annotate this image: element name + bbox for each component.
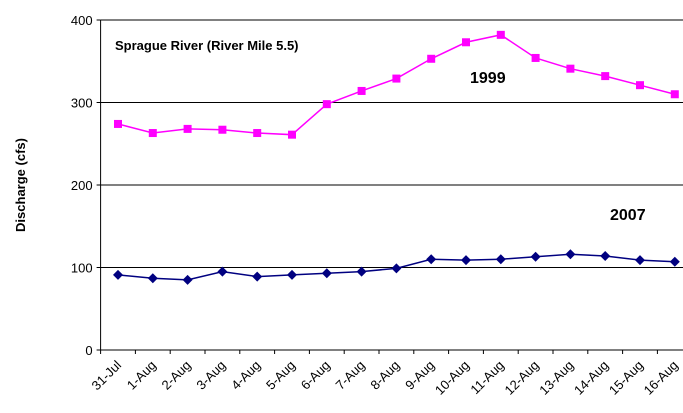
marker (218, 125, 227, 134)
marker (322, 100, 331, 109)
marker (392, 74, 401, 83)
y-tick-label: 300 (71, 96, 93, 111)
x-tick-label: 4-Aug (228, 358, 263, 393)
x-tick-label: 6-Aug (298, 358, 333, 393)
marker (566, 64, 575, 73)
marker (357, 86, 366, 95)
marker (148, 129, 157, 138)
x-tick-label: 16-Aug (641, 358, 681, 398)
series-label: 1999 (470, 70, 506, 87)
marker (495, 254, 506, 265)
marker (461, 255, 471, 266)
marker (636, 81, 644, 90)
x-tick-label: 13-Aug (536, 358, 576, 398)
x-tick-label: 14-Aug (571, 358, 611, 398)
x-tick-label: 15-Aug (606, 358, 646, 398)
marker (252, 271, 263, 282)
x-tick-label: 12-Aug (501, 358, 541, 398)
y-tick-label: 100 (71, 261, 93, 276)
x-tick-label: 11-Aug (467, 358, 507, 398)
x-tick-label: 3-Aug (193, 358, 228, 393)
x-tick-label: 5-Aug (263, 358, 298, 393)
x-tick-label: 10-Aug (432, 358, 472, 398)
marker (391, 263, 402, 274)
chart-title: Sprague River (River Mile 5.5) (115, 38, 299, 53)
marker (601, 72, 610, 81)
marker (530, 251, 541, 262)
marker (321, 268, 332, 279)
marker (427, 54, 436, 63)
y-tick-label: 400 (71, 13, 93, 28)
series-label: 2007 (610, 207, 646, 224)
marker (147, 273, 158, 284)
marker (531, 53, 540, 62)
marker (462, 38, 470, 47)
x-tick-label: 2-Aug (159, 358, 194, 393)
marker (669, 256, 680, 267)
marker (426, 254, 437, 265)
x-tick-label: 8-Aug (367, 358, 402, 393)
x-tick-label: 7-Aug (333, 358, 368, 393)
marker (182, 274, 193, 285)
marker (670, 90, 679, 99)
marker (288, 130, 296, 139)
marker (113, 269, 123, 280)
y-axis-label: Discharge (cfs) (13, 138, 28, 232)
marker (565, 249, 576, 260)
y-tick-label: 0 (85, 343, 92, 358)
marker (217, 266, 228, 277)
marker (253, 129, 262, 138)
marker (183, 124, 192, 133)
x-tick-label: 31-Jul (88, 357, 124, 393)
marker (600, 250, 611, 261)
y-tick-label: 200 (71, 178, 93, 193)
marker (114, 119, 122, 128)
marker (287, 269, 297, 280)
marker (496, 30, 505, 39)
x-tick-label: 1-Aug (124, 358, 159, 393)
marker (356, 266, 367, 277)
marker (635, 255, 645, 266)
